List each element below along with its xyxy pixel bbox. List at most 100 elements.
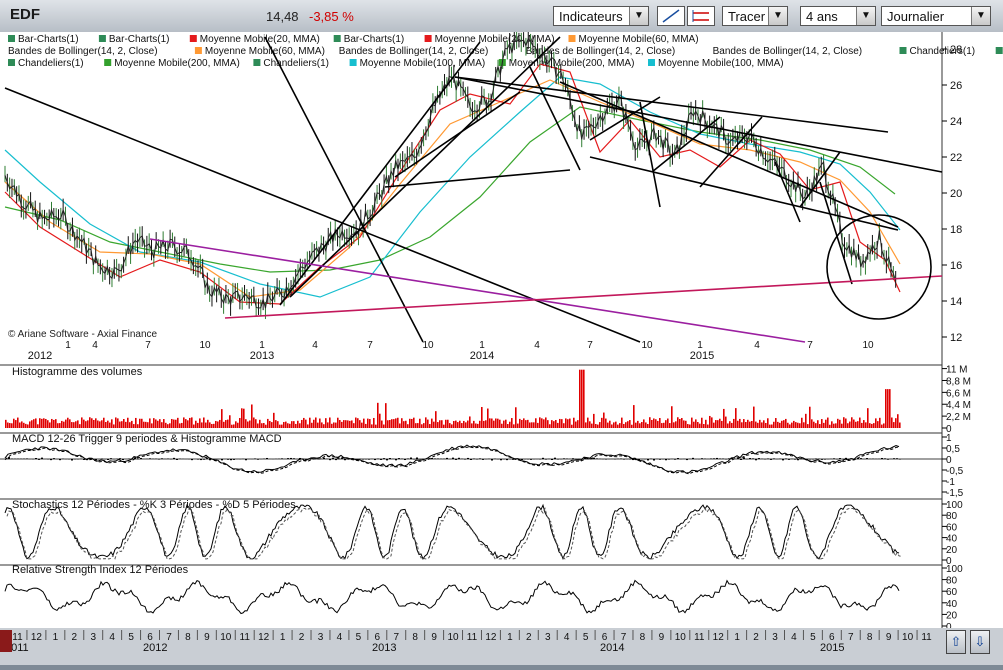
macd-histogram-bar: [809, 459, 811, 460]
volume-bar: [375, 425, 377, 428]
legend-item: Bandes de Bollinger(14, 2, Close): [339, 46, 489, 57]
scroll-down-button[interactable]: ⇩: [970, 630, 990, 654]
volume-bar: [87, 420, 89, 428]
rsi-tick-label: 40: [946, 599, 958, 610]
macd-histogram-bar: [8, 457, 10, 459]
chart-area[interactable]: Bar-Charts(1)Bar-Charts(1)Moyenne Mobile…: [0, 32, 1003, 628]
volume-bar: [733, 419, 735, 428]
volume-bar: [773, 422, 775, 428]
volume-bar: [873, 423, 875, 428]
volume-bar: [477, 424, 479, 428]
volume-bar: [723, 409, 725, 428]
volume-bar: [393, 419, 395, 428]
stoch-tick-label: 40: [946, 534, 958, 545]
legend-item: Moyenne Mobile(20, MMA): [435, 34, 555, 45]
volume-bar: [631, 425, 633, 428]
volume-bar: [419, 419, 421, 428]
volume-bar: [717, 420, 719, 428]
volume-bar: [377, 403, 379, 428]
copyright-text: © Ariane Software - Axial Finance: [8, 329, 158, 340]
volume-bar: [445, 420, 447, 428]
volume-bar: [31, 420, 33, 428]
macd-histogram-bar: [452, 458, 454, 459]
volume-bar: [635, 423, 637, 428]
macd-histogram-bar: [464, 459, 466, 460]
volume-bar: [423, 423, 425, 428]
volume-tick-label: 2,2 M: [946, 412, 971, 423]
ma20-line: [5, 64, 900, 304]
timeline-month-label: 12: [713, 632, 725, 643]
volume-bar: [379, 414, 381, 428]
volume-bar: [769, 425, 771, 428]
timeline-month-label: 1: [734, 632, 740, 643]
indicators-dropdown[interactable]: Indicateurs ▼: [553, 6, 649, 26]
month-tick-label: 7: [145, 340, 151, 351]
volume-bar: [53, 420, 55, 428]
timeline-month-label: 2: [299, 632, 305, 643]
arrow-up-icon: ⇧: [951, 634, 962, 649]
volume-bar: [335, 423, 337, 428]
volume-bar: [387, 420, 389, 428]
timeline-month-label: 7: [848, 632, 854, 643]
line-tool-button[interactable]: [657, 6, 685, 26]
volume-bar: [193, 425, 195, 428]
volume-bar: [797, 423, 799, 428]
period-value: 4 ans: [806, 9, 838, 24]
horizontal-line-tool-button[interactable]: [687, 6, 715, 26]
macd-histogram-bar: [167, 458, 169, 459]
volume-bar: [55, 419, 57, 428]
macd-tick-label: -1,5: [946, 488, 964, 499]
draw-dropdown[interactable]: Tracer ▼: [722, 6, 788, 26]
stoch-title: Stochastics 12 Périodes - %K 3 Périodes …: [12, 499, 296, 511]
volume-bar: [739, 419, 741, 428]
macd-histogram-bar: [740, 459, 742, 460]
volume-bar: [355, 418, 357, 428]
volume-bar: [77, 420, 79, 428]
volume-bar: [89, 417, 91, 428]
macd-histogram-bar: [563, 458, 565, 459]
timeline-month-label: 12: [31, 632, 43, 643]
macd-histogram-bar: [413, 459, 415, 460]
volume-bar: [97, 420, 99, 428]
macd-histogram-bar: [596, 458, 598, 459]
volume-bar: [815, 423, 817, 428]
volume-bar: [363, 419, 365, 428]
volume-bar: [83, 420, 85, 428]
volume-bar: [11, 423, 13, 428]
timeline-month-label: 8: [185, 632, 191, 643]
volume-bar: [757, 423, 759, 428]
volume-bar: [405, 421, 407, 428]
volume-bar: [133, 424, 135, 428]
volume-bar: [323, 424, 325, 428]
volume-bar: [397, 418, 399, 428]
timeline-handle-left[interactable]: [0, 630, 12, 652]
interval-select[interactable]: Journalier ▼: [881, 6, 991, 26]
volume-bar: [651, 420, 653, 428]
volume-bar: [177, 418, 179, 428]
volume-bar: [247, 422, 249, 428]
volume-bar: [583, 370, 585, 428]
volume-bar: [867, 408, 869, 428]
macd-histogram-bar: [725, 459, 727, 460]
volume-bar: [831, 421, 833, 428]
volume-bar: [57, 423, 59, 428]
volume-bar: [513, 424, 515, 428]
volume-bar: [719, 419, 721, 428]
timeline-month-label: 1: [507, 632, 513, 643]
year-label: 2012: [28, 350, 52, 362]
volume-bar: [473, 421, 475, 428]
macd-histogram-bar: [374, 459, 376, 460]
volume-bar: [875, 418, 877, 428]
scroll-up-button[interactable]: ⇧: [946, 630, 966, 654]
timeline-month-label: 3: [318, 632, 324, 643]
volume-bar: [759, 420, 761, 428]
macd-histogram-bar: [506, 459, 508, 460]
macd-histogram-bar: [221, 459, 223, 460]
volume-bar: [213, 424, 215, 428]
period-select[interactable]: 4 ans ▼: [800, 6, 876, 26]
macd-histogram-bar: [605, 459, 607, 460]
macd-histogram-bar: [752, 458, 754, 459]
volume-bar: [241, 408, 243, 428]
volume-bar: [701, 418, 703, 428]
